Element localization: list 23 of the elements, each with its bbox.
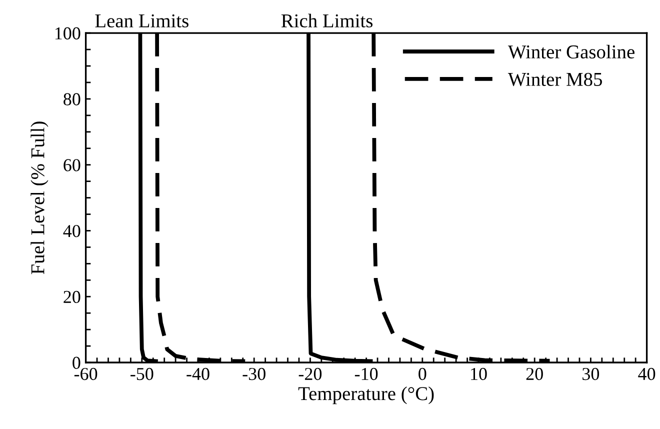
x-tick-label: -20	[298, 368, 322, 380]
x-tick-label: 0	[418, 368, 426, 380]
text: Rich Limits	[281, 14, 373, 28]
y-tick-label: 60	[64, 159, 80, 172]
x-axis-title: Temperature (°C)	[298, 386, 434, 404]
y-tick-label: 40	[63, 224, 80, 238]
text: Lean Limits	[95, 14, 188, 28]
y-tick-label: 20	[64, 290, 80, 304]
x-tick-label: 10	[471, 368, 487, 380]
x-tick-label: -10	[354, 368, 378, 380]
x-tick-label: 40	[638, 368, 656, 380]
y-tick-label: 0	[72, 356, 80, 369]
legend-label: Winter M85	[508, 72, 602, 86]
x-tick-label: -30	[242, 368, 266, 380]
x-tick-label: -40	[186, 368, 210, 380]
y-tick-label: 100	[55, 27, 80, 40]
legend-label: Winter Gasoline	[508, 44, 634, 59]
y-axis-title: Fuel Level (% Full)	[30, 122, 48, 274]
y-tick-label: 80	[64, 93, 80, 106]
x-tick-label: 30	[582, 368, 600, 380]
x-tick-label: -50	[130, 368, 154, 380]
x-tick-label: 20	[526, 368, 543, 380]
x-tick-label: -60	[74, 368, 98, 380]
